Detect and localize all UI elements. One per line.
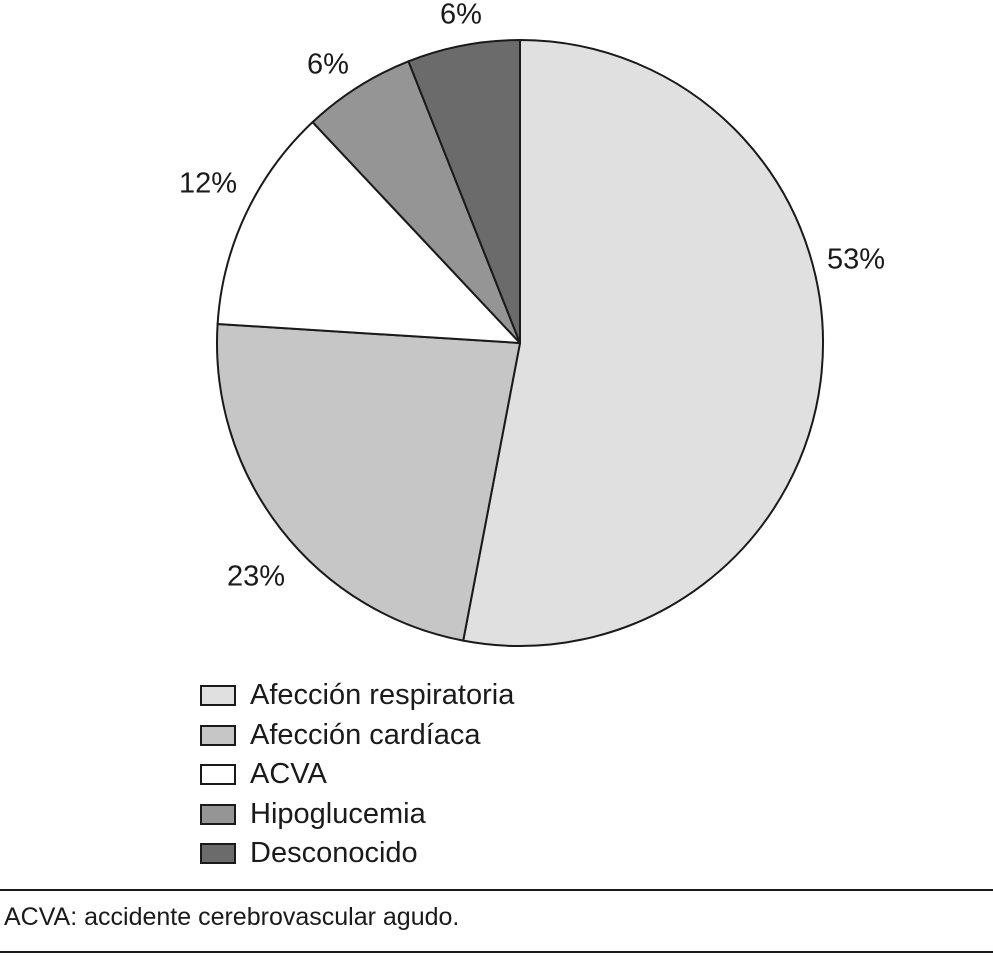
legend: Afección respiratoria Afección cardíaca AC… [200, 676, 514, 874]
value-label-acva: 12% [179, 168, 237, 200]
legend-label-afeccion-respiratoria: Afección respiratoria [250, 679, 515, 712]
legend-swatch-afeccion-respiratoria [200, 685, 236, 707]
legend-item-afeccion-cardiaca: Afección cardíaca [200, 716, 514, 756]
legend-swatch-afeccion-cardiaca [200, 724, 236, 746]
value-label-afeccion-cardiaca: 23% [227, 561, 285, 593]
footnote: ACVA: accidente cerebrovascular agudo. [4, 903, 460, 931]
legend-item-desconocido: Desconocido [200, 834, 514, 874]
pie-slice-acva [216, 121, 521, 344]
value-label-desconocido: 6% [440, 0, 482, 31]
legend-item-hipoglucemia: Hipoglucemia [200, 795, 514, 835]
value-label-hipoglucemia: 6% [307, 49, 349, 81]
pie-value-labels: 53% 23% 12% 6% 6% [179, 0, 885, 593]
value-label-afeccion-respiratoria: 53% [827, 244, 885, 276]
legend-item-afeccion-respiratoria: Afección respiratoria [200, 676, 514, 716]
footnote-divider-top [0, 889, 993, 891]
pie-slice-afeccion-cardiaca [216, 322, 521, 642]
legend-label-desconocido: Desconocido [250, 837, 418, 870]
footnote-divider-bottom [0, 951, 993, 953]
legend-swatch-desconocido [200, 843, 236, 865]
legend-item-acva: ACVA [200, 755, 514, 795]
legend-label-afeccion-cardiaca: Afección cardíaca [250, 718, 481, 751]
pie-chart: 53% 23% 12% 6% 6% [179, 0, 885, 647]
pie-slices [216, 39, 825, 647]
legend-swatch-acva [200, 764, 236, 786]
legend-label-hipoglucemia: Hipoglucemia [250, 797, 426, 830]
legend-label-acva: ACVA [250, 758, 327, 791]
pie-slice-desconocido [407, 39, 521, 344]
legend-swatch-hipoglucemia [200, 803, 236, 825]
pie-slice-afeccion-respiratoria [462, 39, 825, 647]
